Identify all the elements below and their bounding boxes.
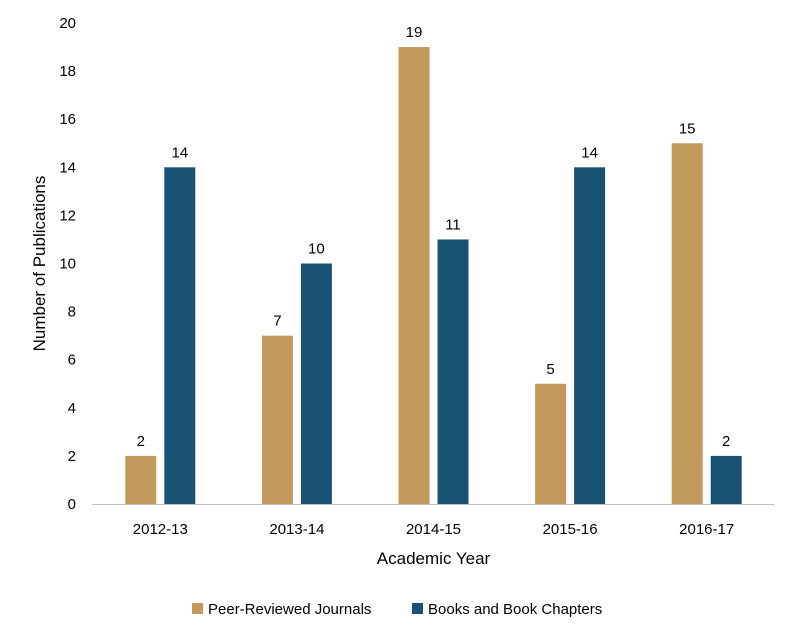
y-tick-label: 12 [59,207,76,224]
bar-series-0-2014-15 [398,47,430,505]
y-tick-label: 14 [59,159,76,176]
x-tick-label: 2016-17 [679,521,734,538]
data-label: 5 [546,361,554,378]
y-tick-label: 4 [68,400,76,417]
bar-series-1-2014-15 [437,239,469,504]
data-label: 14 [581,144,598,161]
bar-series-1-2016-17 [710,455,742,504]
bar-series-0-2016-17 [671,143,703,504]
data-labels: 2 14 7 10 19 11 5 14 15 2 [137,24,731,450]
y-tick-label: 8 [68,304,76,321]
y-tick-label: 6 [68,352,76,369]
bar-series-0-2013-14 [261,335,293,504]
legend: Peer-Reviewed Journals Books and Book Cha… [192,601,602,618]
legend-label-1: Books and Book Chapters [428,601,602,618]
legend-swatch-0 [192,603,203,614]
y-axis-title: Number of Publications [30,176,49,352]
y-tick-label: 0 [68,496,76,513]
y-tick-label: 20 [59,15,76,32]
data-label: 7 [273,313,281,330]
data-label: 2 [722,433,730,450]
data-label: 2 [137,433,145,450]
y-tick-label: 16 [59,111,76,128]
bar-series-1-2012-13 [164,167,196,505]
data-label: 10 [308,241,325,258]
data-label: 14 [171,144,188,161]
bar-series-1-2013-14 [300,263,332,504]
bars [125,47,742,505]
y-tick-label: 10 [59,256,76,273]
bar-series-0-2015-16 [535,383,567,504]
y-axis-ticks: 0 2 4 6 8 10 12 14 16 18 20 [59,15,76,513]
x-tick-label: 2012-13 [133,521,188,538]
legend-swatch-1 [412,603,423,614]
x-tick-label: 2013-14 [269,521,324,538]
data-label: 19 [406,24,423,41]
y-tick-label: 2 [68,448,76,465]
x-axis-ticks: 2012-13 2013-14 2014-15 2015-16 2016-17 [133,521,734,538]
bar-series-1-2015-16 [574,167,606,505]
y-tick-label: 18 [59,63,76,80]
legend-label-0: Peer-Reviewed Journals [208,601,371,618]
data-label: 11 [445,216,461,233]
bar-series-0-2012-13 [125,455,157,504]
x-axis-title: Academic Year [377,549,491,568]
x-tick-label: 2014-15 [406,521,461,538]
x-tick-label: 2015-16 [543,521,598,538]
data-label: 15 [679,120,696,137]
